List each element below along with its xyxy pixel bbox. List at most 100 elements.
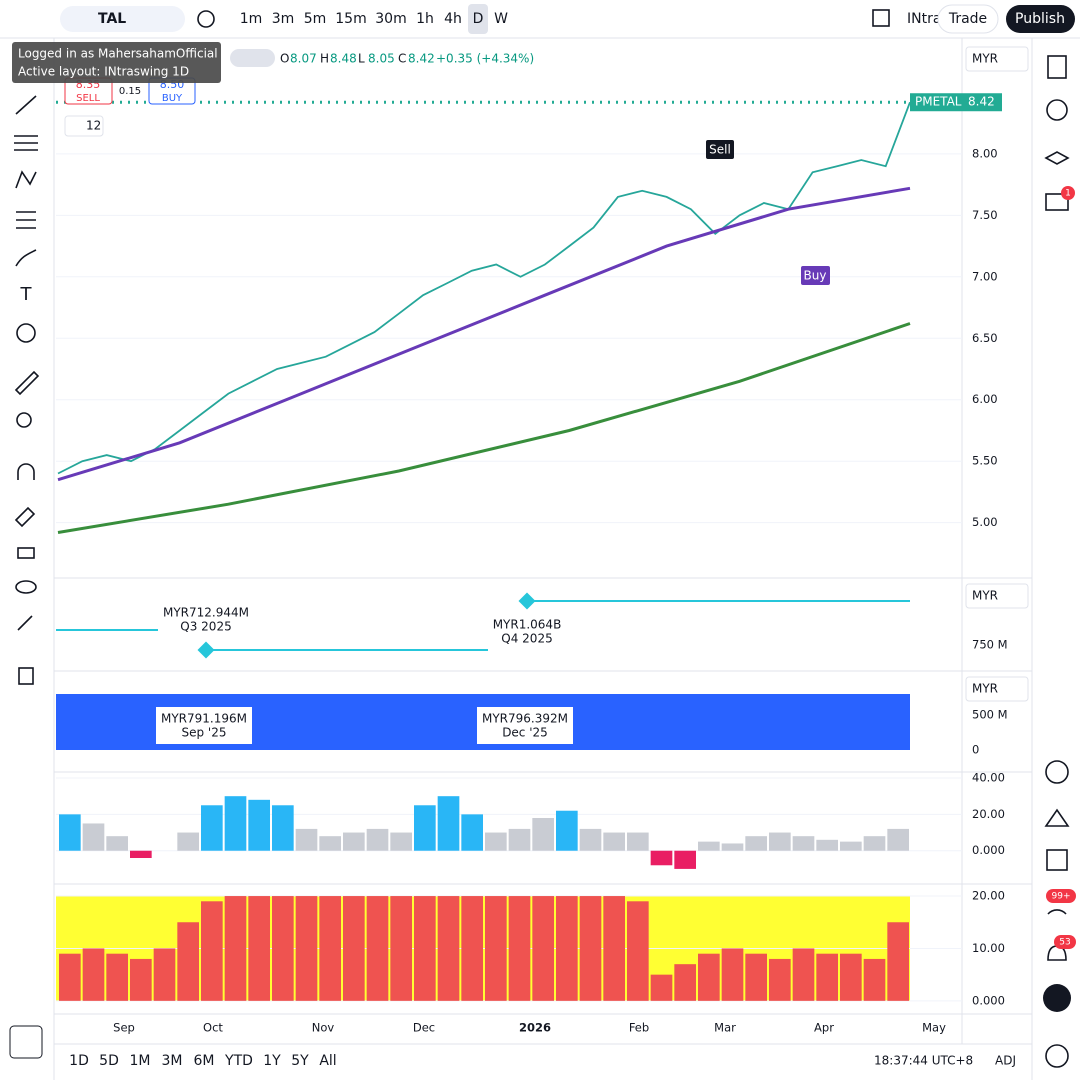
price-line — [57, 101, 911, 475]
range-button[interactable]: 5Y — [291, 1053, 309, 1069]
badge — [1061, 186, 1075, 200]
bar — [840, 953, 862, 1001]
watchlist-star[interactable] — [9, 1025, 43, 1059]
lock-tool[interactable] — [17, 547, 35, 559]
indicator-toggle[interactable] — [64, 115, 104, 137]
bar — [650, 850, 673, 866]
help-button[interactable] — [1045, 1044, 1069, 1068]
compare-button[interactable] — [197, 10, 215, 28]
adjust-toggle[interactable]: ADJ — [995, 1054, 1016, 1068]
range-button[interactable]: All — [319, 1053, 336, 1069]
interval-button[interactable]: D — [473, 11, 484, 27]
trade-button[interactable] — [937, 4, 999, 34]
y-tick-label: 10.00 — [972, 941, 1005, 955]
interval-button[interactable]: 30m — [375, 11, 406, 27]
products-button[interactable] — [1043, 984, 1071, 1012]
currency-select[interactable] — [965, 583, 1029, 609]
right-sidebar: 1 99+ 53 — [1043, 55, 1076, 1068]
bar — [59, 953, 81, 1001]
bar — [485, 832, 507, 851]
interval-button[interactable]: 4h — [444, 11, 462, 27]
range-button[interactable]: 1Y — [263, 1053, 281, 1069]
magnet-tool[interactable] — [17, 463, 35, 480]
sell-annotation: Sell — [709, 143, 731, 157]
ideas-button[interactable] — [1044, 808, 1070, 827]
trade-label[interactable]: Trade — [948, 11, 987, 27]
cap-period: Dec '25 — [502, 726, 548, 740]
chat-button[interactable] — [1045, 193, 1069, 211]
currency[interactable]: MYR — [972, 682, 998, 696]
currency[interactable]: MYR — [972, 52, 998, 66]
interval-button[interactable]: 1m — [240, 11, 263, 27]
object-tree-button[interactable] — [1044, 151, 1070, 165]
range-button[interactable]: 6M — [194, 1053, 215, 1069]
bar — [863, 836, 886, 851]
currency[interactable]: MYR — [972, 589, 998, 603]
fib-tool[interactable] — [14, 135, 38, 151]
currency-select[interactable] — [965, 676, 1029, 702]
interval-button[interactable]: W — [494, 11, 508, 27]
calendar-button[interactable] — [1046, 849, 1068, 871]
buy-label[interactable]: BUY — [162, 93, 183, 104]
revenue-tick: 750 M — [972, 638, 1008, 652]
bar — [390, 896, 412, 1001]
layout-name[interactable]: INtra — [907, 11, 941, 27]
sell-label[interactable]: SELL — [76, 93, 100, 104]
bar — [59, 814, 81, 851]
bar — [556, 810, 578, 851]
brush-tool[interactable] — [15, 249, 37, 267]
bar — [698, 841, 720, 851]
bar — [130, 958, 152, 1001]
range-button[interactable]: YTD — [224, 1053, 253, 1069]
alerts-button[interactable] — [1046, 99, 1068, 121]
draw-mode[interactable] — [14, 506, 36, 528]
bar — [272, 805, 294, 851]
link-tool[interactable] — [17, 615, 33, 631]
emoji-tool[interactable] — [16, 323, 36, 343]
zoom-tool[interactable] — [16, 412, 32, 428]
badge — [1054, 935, 1076, 949]
bar — [106, 953, 128, 1001]
range-button[interactable]: 1M — [130, 1053, 151, 1069]
interval-button[interactable]: 3m — [272, 11, 295, 27]
interval-button[interactable]: 5m — [304, 11, 327, 27]
range-button[interactable]: 5D — [99, 1053, 119, 1069]
measure-tool[interactable] — [14, 370, 40, 396]
range-button[interactable]: 1D — [69, 1053, 89, 1069]
bar — [887, 922, 909, 1001]
drawing-tools: T — [9, 95, 43, 1059]
bar — [319, 896, 341, 1001]
symbol[interactable]: TAL — [98, 11, 126, 27]
tooltip-line: Logged in as MahersahamOfficial — [18, 47, 218, 61]
publish-button[interactable] — [1006, 5, 1075, 33]
hotlist-button[interactable] — [1045, 760, 1069, 784]
visibility-tool[interactable] — [15, 580, 37, 594]
layout-icon[interactable] — [872, 9, 890, 27]
news-button[interactable] — [1047, 909, 1067, 915]
interval-button[interactable]: 15m — [335, 11, 366, 27]
currency-select[interactable] — [965, 46, 1029, 72]
revenue-marker — [197, 641, 215, 659]
text-tool[interactable]: T — [20, 284, 33, 305]
trend-line-tool[interactable] — [15, 95, 37, 115]
time-label: Dec — [413, 1021, 435, 1035]
symbol-search[interactable] — [60, 6, 185, 32]
time-label: Nov — [312, 1021, 335, 1035]
revenue-period: Q3 2025 — [180, 620, 231, 634]
range-button[interactable]: 3M — [162, 1053, 183, 1069]
bar — [508, 896, 531, 1001]
alerts-badge: 53 — [1059, 938, 1070, 948]
y-tick-label: 20.00 — [972, 889, 1005, 903]
ohlc-c: C — [398, 52, 406, 66]
interval-button[interactable]: 1h — [416, 11, 434, 27]
forecast-tool[interactable] — [16, 211, 36, 229]
pattern-tool[interactable] — [15, 170, 37, 189]
time-label: Oct — [203, 1021, 223, 1035]
cap-period: Sep '25 — [182, 726, 227, 740]
price-tag-value: 8.42 — [968, 95, 995, 109]
publish-label[interactable]: Publish — [1015, 11, 1065, 27]
watchlist-button[interactable] — [1047, 55, 1067, 79]
bar — [816, 839, 838, 851]
delete-tool[interactable] — [18, 667, 34, 685]
